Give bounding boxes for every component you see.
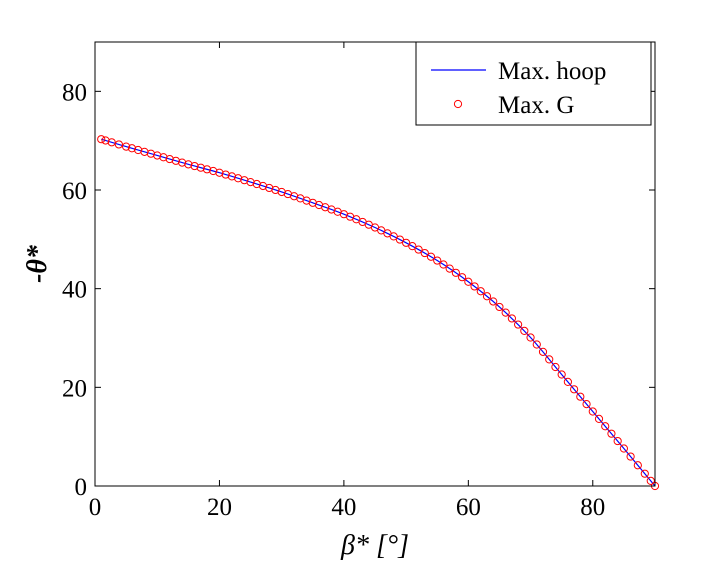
y-tick-label: 0 <box>75 474 88 501</box>
data-point <box>215 168 224 177</box>
data-point <box>633 461 642 470</box>
data-point <box>501 308 510 317</box>
y-axis-label: -θ* <box>22 244 53 283</box>
data-point <box>495 302 504 312</box>
data-point <box>101 136 110 145</box>
data-point <box>114 140 123 149</box>
legend-label: Max. G <box>498 92 574 119</box>
data-point <box>107 138 116 147</box>
data-point <box>246 178 255 187</box>
data-point <box>594 414 604 423</box>
data-point <box>221 170 230 179</box>
x-tick-label: 80 <box>580 494 605 521</box>
x-tick-label: 40 <box>331 494 356 521</box>
data-point <box>458 273 467 282</box>
data-point <box>159 153 168 162</box>
data-point <box>420 248 429 258</box>
data-point <box>482 292 492 301</box>
data-point <box>520 326 529 335</box>
data-point <box>426 252 436 261</box>
data-point <box>507 314 516 323</box>
data-point <box>576 392 585 401</box>
data-point <box>252 179 261 189</box>
data-point <box>464 277 473 286</box>
data-point <box>196 163 205 172</box>
data-point <box>445 264 454 273</box>
data-point <box>470 282 479 291</box>
data-point <box>122 142 131 151</box>
data-point <box>514 320 523 329</box>
data-point <box>557 370 566 379</box>
legend: Max. hoop Max. G <box>415 41 652 126</box>
data-point <box>607 429 616 438</box>
data-point <box>489 297 498 306</box>
data-point <box>153 151 162 160</box>
data-point <box>402 238 411 247</box>
data-point <box>526 333 535 342</box>
y-tick-label: 40 <box>62 277 87 304</box>
data-point <box>190 161 199 171</box>
legend-label: Max. hoop <box>498 58 606 85</box>
x-axis-label: β* [°] <box>340 530 409 561</box>
data-point <box>563 377 572 387</box>
data-point <box>451 268 460 277</box>
data-point <box>97 135 106 144</box>
data-point <box>209 166 218 176</box>
data-point <box>640 469 649 478</box>
data-point <box>588 407 597 416</box>
data-point <box>395 235 404 244</box>
data-point <box>234 174 243 183</box>
data-point <box>178 158 187 167</box>
x-tick-label: 60 <box>456 494 481 521</box>
data-point <box>184 160 193 169</box>
legend-marker-swatch <box>453 99 463 109</box>
data-point <box>646 476 655 485</box>
data-point <box>439 260 448 269</box>
data-point <box>613 436 622 446</box>
data-point <box>165 154 174 164</box>
series-line-max-hoop <box>101 138 656 487</box>
y-tick-label: 80 <box>62 79 87 106</box>
x-tick-label: 20 <box>207 494 232 521</box>
data-point <box>601 422 610 431</box>
y-tick-label: 20 <box>62 375 87 402</box>
data-point <box>551 362 560 372</box>
data-point <box>433 256 442 265</box>
data-point <box>570 385 579 394</box>
data-point <box>127 144 137 153</box>
data-point <box>227 172 236 181</box>
data-point <box>408 242 417 251</box>
data-point <box>545 355 554 364</box>
y-tick-label: 60 <box>62 178 87 205</box>
series-markers-max-g <box>97 135 660 491</box>
data-point <box>476 287 485 296</box>
data-point <box>171 156 180 165</box>
data-point <box>626 452 635 461</box>
legend-box <box>415 41 652 126</box>
data-point <box>414 245 423 254</box>
plot-area <box>97 135 660 491</box>
data-point <box>532 340 541 349</box>
x-tick-label: 0 <box>89 494 102 521</box>
axes: 0 20 40 60 80 0 20 40 60 80 <box>62 41 656 521</box>
data-point <box>582 400 591 409</box>
plot-frame <box>94 41 656 487</box>
data-point <box>619 444 628 453</box>
data-point <box>202 165 212 174</box>
data-point <box>538 347 548 356</box>
data-point <box>240 176 249 185</box>
